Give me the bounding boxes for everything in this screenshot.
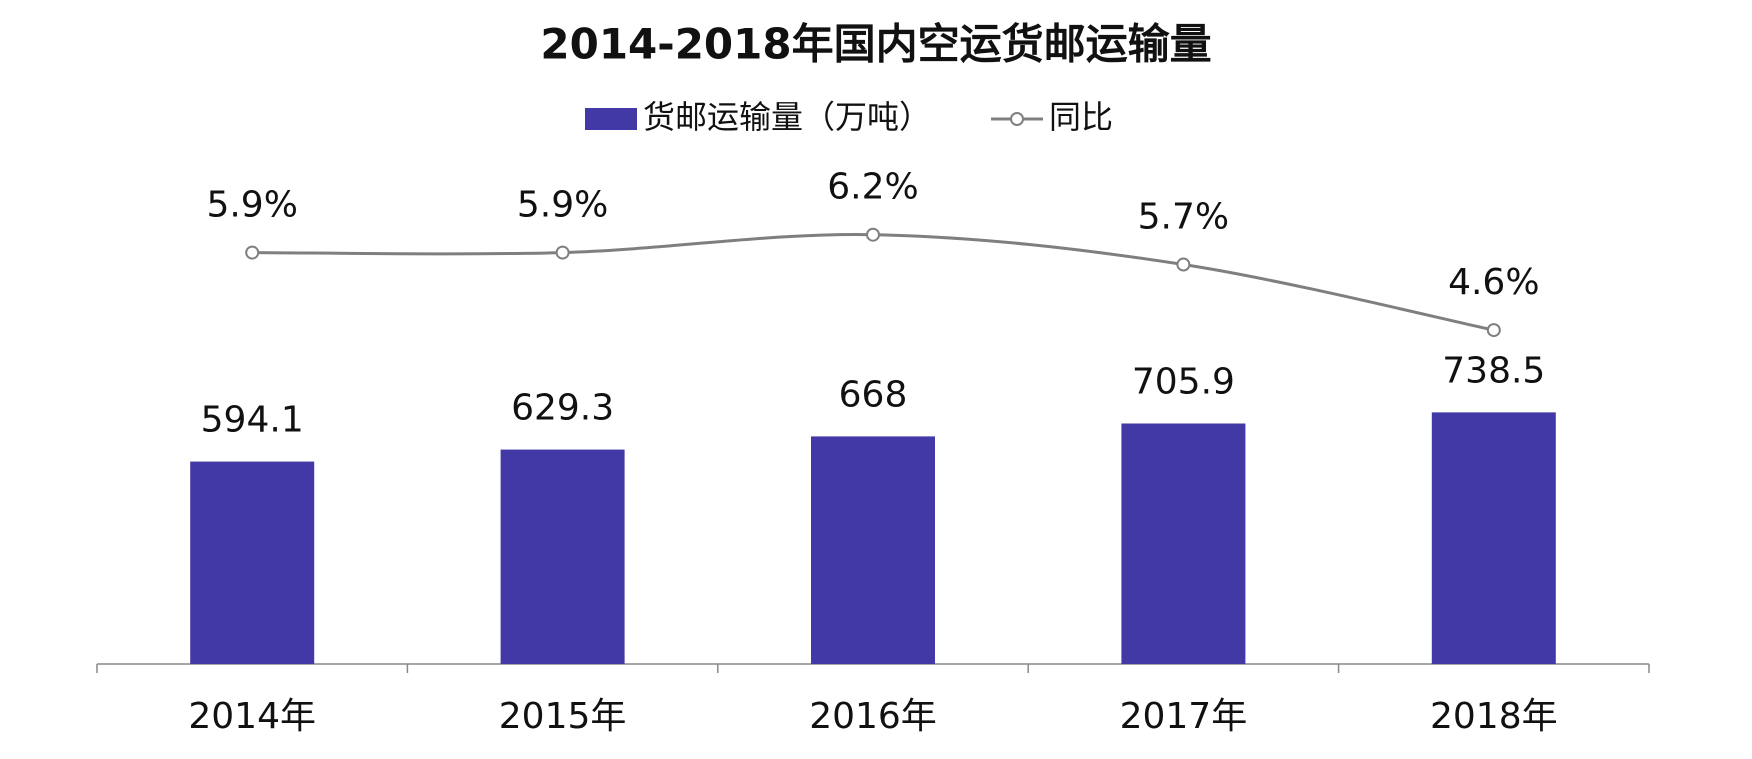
bar [500, 449, 625, 664]
chart-title: 2014-2018年国内空运货邮运输量 [540, 20, 1211, 69]
bar [811, 436, 935, 664]
line-value-label: 5.9% [206, 185, 297, 226]
bar-value-label: 668 [839, 374, 908, 415]
line-value-label: 5.9% [517, 185, 608, 226]
x-tick-label: 2015年 [499, 696, 627, 737]
legend-label: 货邮运输量（万吨） [643, 98, 931, 136]
line-marker [555, 245, 570, 260]
bar-value-label: 705.9 [1132, 361, 1235, 402]
line-marker [866, 227, 880, 242]
x-tick-label: 2016年 [809, 696, 937, 737]
line-value-label: 5.7% [1138, 197, 1229, 238]
bar [190, 461, 315, 664]
legend-marker [1010, 112, 1025, 126]
line-marker [1176, 257, 1191, 272]
x-tick-label: 2017年 [1120, 696, 1248, 737]
legend-swatch [585, 108, 637, 130]
bar [1431, 412, 1556, 664]
line [252, 233, 1495, 332]
line-marker [1486, 323, 1501, 338]
bar [1121, 423, 1246, 664]
legend-label: 同比 [1049, 98, 1113, 136]
bar-value-label: 629.3 [511, 388, 614, 429]
line-marker [245, 245, 260, 260]
line-value-label: 6.2% [827, 167, 918, 208]
x-tick-label: 2018年 [1430, 696, 1558, 737]
x-tick-label: 2014年 [188, 696, 316, 737]
line-value-label: 4.6% [1448, 262, 1539, 303]
bar-value-label: 738.5 [1442, 350, 1545, 391]
bar-value-label: 594.1 [201, 400, 304, 441]
